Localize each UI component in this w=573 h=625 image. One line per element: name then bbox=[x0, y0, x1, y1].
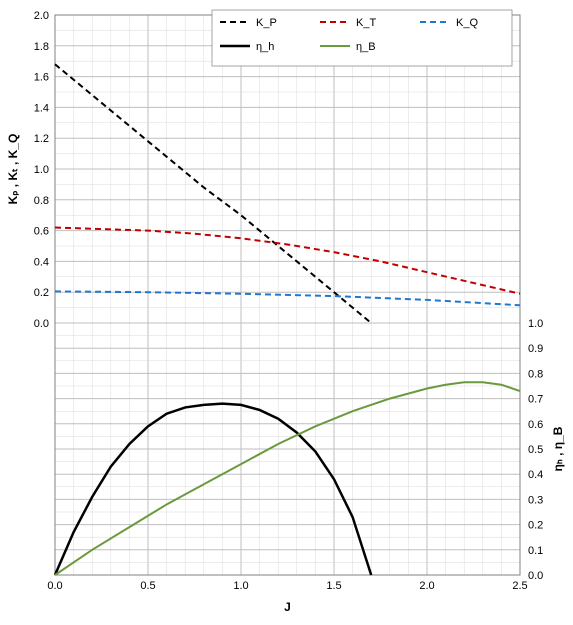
x-tick-label: 1.5 bbox=[326, 580, 341, 592]
y-left-tick-label: 0.6 bbox=[34, 226, 49, 238]
y-left-tick-label: 1.2 bbox=[34, 133, 49, 145]
y-right-axis-label: ηₕ , η_B bbox=[551, 426, 565, 471]
y-right-tick-label: 0.6 bbox=[528, 419, 543, 431]
y-left-tick-label: 2.0 bbox=[34, 10, 49, 22]
y-right-tick-label: 0.4 bbox=[528, 469, 543, 481]
y-left-tick-label: 0.0 bbox=[34, 318, 49, 330]
y-left-tick-label: 1.0 bbox=[34, 164, 49, 176]
legend-label: η_h bbox=[256, 41, 274, 53]
chart-svg: 0.0 0.5 1.0 1.5 2.0 2.5 J 0.0 0.2 0.4 0.6 0.8 1.0 1.2… bbox=[0, 0, 573, 625]
x-tick-label: 2.5 bbox=[512, 580, 527, 592]
y-right-tick-label: 0.5 bbox=[528, 444, 543, 456]
y-left-axis-label: Kₚ , Kₜ , K_Q bbox=[6, 134, 20, 205]
y-right-tick-label: 0.7 bbox=[528, 394, 543, 406]
y-right-tick-label: 1.0 bbox=[528, 318, 543, 330]
y-left-tick-label: 0.2 bbox=[34, 287, 49, 299]
y-right-tick-label: 0.0 bbox=[528, 570, 543, 582]
x-tick-label: 2.0 bbox=[419, 580, 434, 592]
y-right-tick-label: 0.3 bbox=[528, 494, 543, 506]
legend-label: K_T bbox=[356, 17, 376, 29]
y-right-tick-label: 0.2 bbox=[528, 520, 543, 532]
legend: K_P K_T K_Q η_h η_B bbox=[212, 10, 512, 66]
x-tick-label: 1.0 bbox=[233, 580, 248, 592]
x-tick-label: 0.0 bbox=[47, 580, 62, 592]
y-left-tick-label: 1.4 bbox=[34, 102, 49, 114]
y-left-tick-label: 0.4 bbox=[34, 256, 49, 268]
y-right-tick-label: 0.9 bbox=[528, 343, 543, 355]
y-right-tick-label: 0.8 bbox=[528, 368, 543, 380]
y-left-tick-label: 1.8 bbox=[34, 41, 49, 53]
y-right-tick-label: 0.1 bbox=[528, 545, 543, 557]
y-left-tick-label: 1.6 bbox=[34, 72, 49, 84]
legend-label: K_Q bbox=[456, 17, 478, 29]
chart-container: 0.0 0.5 1.0 1.5 2.0 2.5 J 0.0 0.2 0.4 0.6 0.8 1.0 1.2… bbox=[0, 0, 573, 625]
legend-label: K_P bbox=[256, 17, 277, 29]
x-axis-label: J bbox=[284, 600, 291, 614]
legend-label: η_B bbox=[356, 41, 376, 53]
x-tick-label: 0.5 bbox=[140, 580, 155, 592]
y-left-tick-label: 0.8 bbox=[34, 195, 49, 207]
